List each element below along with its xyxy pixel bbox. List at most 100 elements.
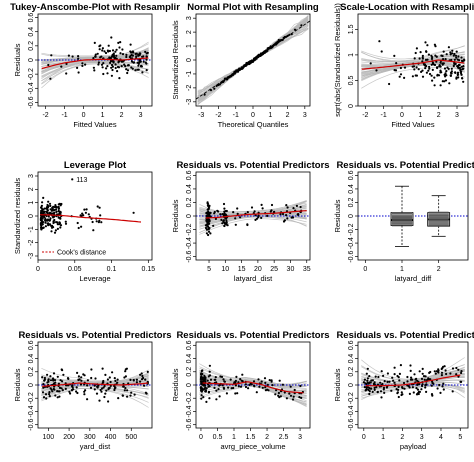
data-point	[248, 383, 251, 386]
data-point	[419, 51, 422, 54]
x-tick-label: 35	[303, 266, 311, 273]
data-point	[46, 373, 49, 376]
data-point	[53, 231, 57, 234]
x-tick-label: 15	[238, 266, 246, 273]
y-tick-label: 0.6	[348, 170, 355, 180]
data-point	[58, 386, 62, 389]
y-tick-label: -3	[186, 99, 193, 105]
data-point	[208, 364, 211, 367]
data-point	[64, 220, 67, 223]
data-point	[285, 397, 288, 400]
plot-title: Normal Plot with Resampling	[187, 2, 319, 13]
data-point	[295, 204, 298, 207]
data-point	[462, 80, 465, 83]
data-point	[415, 47, 418, 50]
data-point	[58, 390, 61, 393]
data-point	[379, 381, 382, 384]
data-point	[58, 395, 61, 398]
data-point	[47, 200, 50, 203]
data-point	[436, 66, 439, 70]
y-tick-label: -0.4	[186, 405, 193, 417]
data-point	[271, 384, 274, 387]
data-point	[393, 381, 396, 384]
data-point	[220, 218, 223, 221]
data-point	[58, 212, 61, 215]
data-point	[246, 211, 249, 214]
x-tick-label: -1	[381, 112, 387, 119]
data-point	[365, 388, 368, 391]
data-point	[257, 216, 260, 219]
data-point	[455, 373, 458, 376]
y-tick-label: -0.6	[186, 419, 193, 431]
plot-area	[358, 357, 468, 401]
data-point	[45, 397, 48, 400]
data-point	[241, 373, 244, 376]
data-point	[299, 384, 302, 388]
data-point	[459, 380, 462, 383]
data-point	[424, 386, 427, 389]
data-point	[215, 389, 218, 392]
y-tick-label: -0.2	[186, 392, 193, 404]
data-point	[222, 387, 226, 390]
data-point	[393, 373, 396, 376]
data-point	[459, 70, 462, 74]
data-point	[201, 369, 204, 372]
data-point	[94, 55, 97, 58]
x-tick-label: 2	[265, 434, 269, 441]
x-tick-label: -3	[198, 112, 204, 119]
x-tick-label: 0	[363, 266, 367, 273]
data-point	[424, 67, 427, 70]
data-point	[409, 364, 412, 367]
data-point	[400, 391, 403, 394]
data-point	[434, 372, 437, 375]
data-point	[75, 390, 78, 393]
data-point	[455, 77, 458, 80]
data-point	[107, 400, 110, 403]
plot-area	[196, 363, 310, 408]
x-tick-label: 0	[199, 434, 203, 441]
data-point	[225, 221, 228, 224]
data-point	[207, 233, 210, 237]
data-point	[260, 380, 263, 383]
data-point	[101, 367, 104, 370]
x-tick-label: -1	[61, 112, 67, 119]
data-point	[292, 395, 295, 398]
data-point	[275, 389, 278, 392]
y-tick-label: 0.6	[28, 340, 35, 350]
data-point	[442, 50, 445, 53]
data-point	[83, 393, 86, 396]
data-point	[80, 379, 83, 382]
data-point	[373, 386, 376, 389]
data-point	[393, 54, 396, 58]
data-point	[261, 386, 264, 389]
data-point	[381, 382, 384, 386]
data-point	[443, 80, 446, 83]
plot-frame	[357, 13, 469, 107]
x-tick-label: 25	[270, 266, 278, 273]
data-point	[42, 196, 45, 199]
data-point	[51, 224, 54, 227]
data-point	[300, 396, 303, 399]
data-point	[207, 391, 210, 394]
data-point	[298, 396, 301, 399]
data-point	[109, 384, 112, 387]
smoother-line	[40, 214, 142, 223]
data-point	[41, 201, 44, 204]
data-point	[69, 392, 72, 395]
y-tick-label: 0.4	[348, 184, 355, 194]
data-point	[369, 62, 372, 65]
data-point	[119, 52, 122, 55]
data-point	[431, 79, 434, 82]
data-point	[92, 66, 95, 69]
data-point	[98, 45, 101, 48]
data-point	[42, 383, 45, 386]
y-tick-label: 0	[28, 214, 35, 218]
data-point	[56, 390, 59, 393]
data-point	[81, 212, 84, 215]
data-point	[430, 63, 433, 66]
data-point	[414, 51, 417, 55]
data-point	[445, 372, 448, 376]
data-point	[135, 52, 138, 55]
data-point	[213, 87, 216, 90]
data-point	[458, 63, 461, 66]
